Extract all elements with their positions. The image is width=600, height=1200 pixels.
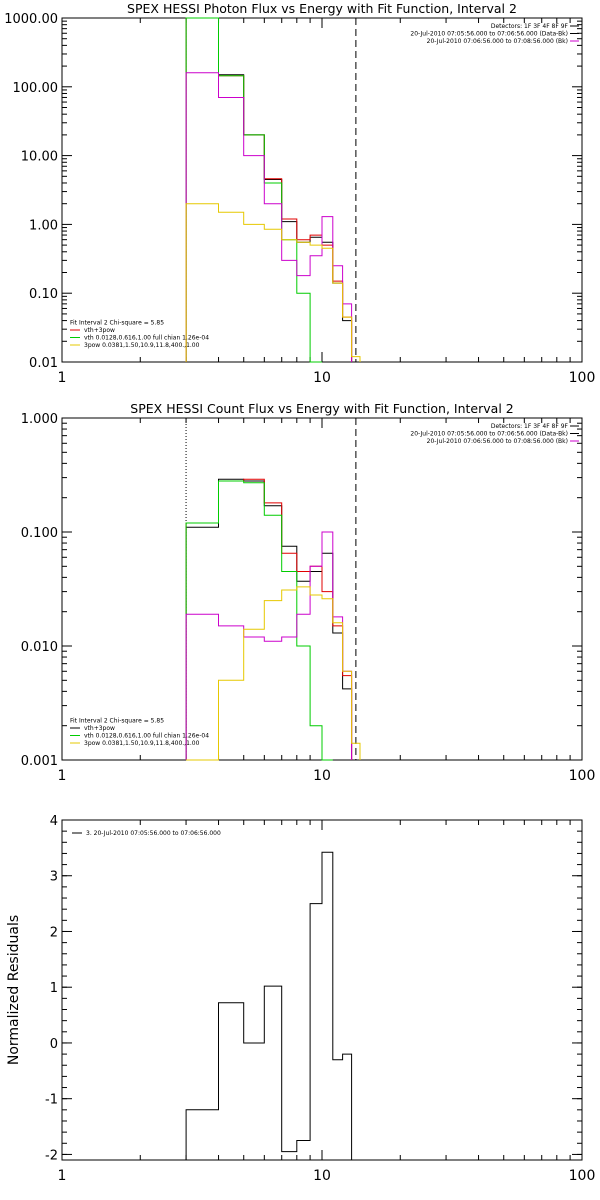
residuals-y-tick-label: 0 — [50, 1037, 58, 1052]
count-flux-series-magenta — [185, 531, 353, 760]
photon-flux-header-line: Detectors: 1F 3F 4F 8F 9F — [491, 23, 569, 30]
photon-flux-header-line: 20-Jul-2010 07:06:56.000 to 07:08:56.000… — [427, 38, 568, 45]
photon-flux-series-yellow — [185, 203, 361, 362]
photon-flux-x-tick-label: 100 — [569, 370, 596, 386]
count-flux-x-tick-label: 1 — [58, 768, 67, 784]
count-flux-header-line: Detectors: 1F 3F 4F 8F 9F — [491, 423, 569, 430]
residuals-x-tick-label: 100 — [569, 1168, 596, 1184]
photon-flux-series-black — [185, 17, 353, 362]
photon-flux-y-tick-label: 0.01 — [29, 356, 58, 371]
residuals-y-tick-label: -1 — [45, 1093, 58, 1108]
count-flux-title: SPEX HESSI Count Flux vs Energy with Fit… — [130, 401, 513, 416]
residuals-series-black — [185, 851, 353, 1160]
residuals-y-tick-label: 3 — [50, 870, 58, 885]
residuals-legend-label: 3. 20-Jul-2010 07:05:56.000 to 07:06:56.… — [86, 830, 221, 837]
residuals-ylabel: Normalized Residuals — [6, 915, 22, 1065]
photon-flux-legend-label: vth+3pow — [84, 327, 115, 334]
count-flux-legend-label: vth+3pow — [84, 725, 115, 732]
photon-flux-x-tick-label: 10 — [313, 370, 331, 386]
count-flux-series-yellow — [186, 586, 361, 761]
count-flux-series-black — [185, 478, 353, 760]
count-flux-y-tick-label: 0.100 — [21, 526, 58, 541]
count-flux-legend-label: 3pow 0.0381,1.50,10.9,11.8,400.,1.00 — [84, 740, 200, 747]
residuals-x-tick-label: 10 — [313, 1168, 331, 1184]
residuals-x-tick-label: 1 — [58, 1168, 67, 1184]
photon-flux-y-tick-label: 0.10 — [29, 287, 58, 302]
photon-flux-legend-title: Fit Interval 2 Chi-square = 5.85 — [70, 320, 164, 327]
count-flux-header-line: 20-Jul-2010 07:05:56.000 to 07:06:56.000… — [410, 431, 568, 438]
residuals-y-tick-label: 2 — [50, 925, 58, 940]
photon-flux-y-tick-label: 10.00 — [21, 150, 58, 165]
count-flux-legend-label: vth 0.0128,0.616,1.00 full chian 1.26e-0… — [84, 733, 209, 740]
photon-flux-x-tick-label: 1 — [58, 370, 67, 386]
photon-flux-header-line: 20-Jul-2010 07:05:56.000 to 07:06:56.000… — [410, 31, 568, 38]
photon-flux-y-tick-label: 100.00 — [13, 81, 59, 96]
residuals-y-tick-label: 1 — [50, 981, 58, 996]
count-flux-header-line: 20-Jul-2010 07:06:56.000 to 07:08:56.000… — [427, 438, 568, 445]
count-flux-x-tick-label: 10 — [313, 768, 331, 784]
count-flux-series-red — [185, 478, 353, 760]
photon-flux-y-tick-label: 1000.00 — [4, 12, 58, 27]
count-flux-y-tick-label: 0.010 — [21, 640, 58, 655]
count-flux-x-tick-label: 100 — [569, 768, 596, 784]
photon-flux-legend-label: 3pow 0.0381,1.50,10.9,11.8,400.,1.00 — [84, 342, 200, 349]
photon-flux-y-tick-label: 1.00 — [29, 218, 58, 233]
photon-flux-series-red — [185, 17, 353, 362]
residuals-y-tick-label: -2 — [45, 1148, 58, 1163]
photon-flux-series-magenta — [185, 72, 353, 362]
count-flux-y-tick-label: 1.000 — [21, 412, 58, 427]
count-flux-series-green — [185, 480, 333, 761]
residuals-y-tick-label: 4 — [50, 814, 58, 829]
count-flux-y-tick-label: 0.001 — [21, 754, 58, 769]
photon-flux-legend-label: vth 0.0128,0.616,1.00 full chian 1.26e-0… — [84, 335, 209, 342]
photon-flux-frame — [61, 17, 583, 363]
photon-flux-series-green — [185, 17, 322, 363]
photon-flux-title: SPEX HESSI Photon Flux vs Energy with Fi… — [127, 1, 517, 16]
count-flux-legend-title: Fit Interval 2 Chi-square = 5.85 — [70, 718, 164, 725]
